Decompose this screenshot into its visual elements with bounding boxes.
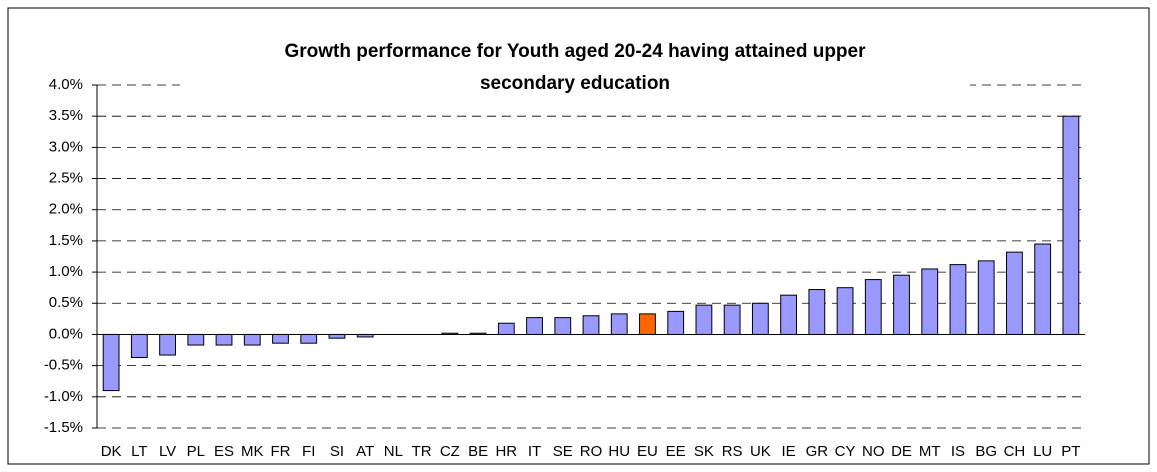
chart-title: secondary education xyxy=(480,73,670,94)
bar xyxy=(780,294,798,335)
bar xyxy=(864,279,882,335)
bar xyxy=(526,317,543,335)
bar xyxy=(300,333,318,344)
x-tick-label: IS xyxy=(951,443,965,460)
y-tick-label: 0.5% xyxy=(49,294,83,311)
x-tick-label: FR xyxy=(270,443,290,460)
bar xyxy=(215,333,233,346)
x-tick-label: MT xyxy=(919,443,941,460)
bar xyxy=(102,333,120,392)
x-tick-label: HU xyxy=(608,443,630,460)
bar xyxy=(893,274,910,335)
bar xyxy=(1034,243,1052,335)
x-tick-label: DK xyxy=(101,443,122,460)
y-tick-label: 3.5% xyxy=(49,107,83,124)
x-tick-label: CY xyxy=(835,443,856,460)
bar xyxy=(723,304,741,335)
bar xyxy=(582,315,600,335)
chart-title: Growth performance for Youth aged 20-24 … xyxy=(284,41,866,62)
bar xyxy=(836,287,854,335)
x-tick-label: BG xyxy=(975,443,997,460)
x-tick-label: ES xyxy=(214,443,234,460)
x-tick-label: HR xyxy=(495,443,517,460)
bar xyxy=(921,268,939,335)
y-tick-label: 2.5% xyxy=(49,170,83,187)
x-tick-label: CH xyxy=(1004,443,1026,460)
bar xyxy=(639,313,656,335)
y-tick-label: 1.0% xyxy=(49,263,83,280)
bar xyxy=(949,264,967,335)
bar xyxy=(272,333,289,344)
bar xyxy=(159,333,176,356)
bar xyxy=(130,333,148,359)
x-tick-label: SK xyxy=(694,443,714,460)
x-tick-label: EE xyxy=(666,443,686,460)
bar xyxy=(695,304,713,335)
bar xyxy=(1062,115,1080,335)
bar xyxy=(328,333,346,339)
bar xyxy=(187,333,205,346)
x-tick-label: RS xyxy=(722,443,743,460)
x-tick-label: GR xyxy=(806,443,829,460)
x-tick-label: NL xyxy=(384,443,403,460)
bar xyxy=(1006,251,1023,335)
x-tick-label: CZ xyxy=(440,443,460,460)
x-tick-label: IT xyxy=(528,443,541,460)
y-tick-label: -0.5% xyxy=(44,357,83,374)
title-background xyxy=(180,34,970,104)
x-tick-label: PL xyxy=(187,443,205,460)
x-tick-label: SI xyxy=(330,443,344,460)
y-tick-label: 1.5% xyxy=(49,232,83,249)
x-tick-label: RO xyxy=(580,443,603,460)
x-tick-label: AT xyxy=(356,443,374,460)
bar xyxy=(243,333,261,346)
y-tick-label: 2.0% xyxy=(49,201,83,218)
x-tick-label: EU xyxy=(637,443,658,460)
x-tick-label: UK xyxy=(750,443,771,460)
x-tick-label: TR xyxy=(412,443,432,460)
x-tick-label: LT xyxy=(131,443,147,460)
x-tick-label: LU xyxy=(1033,443,1052,460)
bar xyxy=(667,310,685,335)
x-tick-label: PT xyxy=(1061,443,1080,460)
y-tick-label: 3.0% xyxy=(49,138,83,155)
x-tick-label: FI xyxy=(302,443,315,460)
y-tick-label: 0.0% xyxy=(49,325,83,342)
x-tick-label: NO xyxy=(862,443,885,460)
bar xyxy=(751,302,769,335)
bar xyxy=(610,313,628,335)
x-tick-label: MK xyxy=(241,443,264,460)
y-tick-label: -1.0% xyxy=(44,388,83,405)
y-tick-label: 4.0% xyxy=(49,76,83,93)
bar xyxy=(977,260,995,335)
x-tick-label: IE xyxy=(782,443,796,460)
bar xyxy=(497,322,515,335)
x-tick-label: DE xyxy=(891,443,912,460)
x-tick-label: SE xyxy=(553,443,573,460)
bar xyxy=(554,317,572,335)
y-tick-label: -1.5% xyxy=(44,419,83,436)
x-tick-label: LV xyxy=(159,443,176,460)
x-tick-label: BE xyxy=(468,443,488,460)
bar xyxy=(808,289,826,335)
